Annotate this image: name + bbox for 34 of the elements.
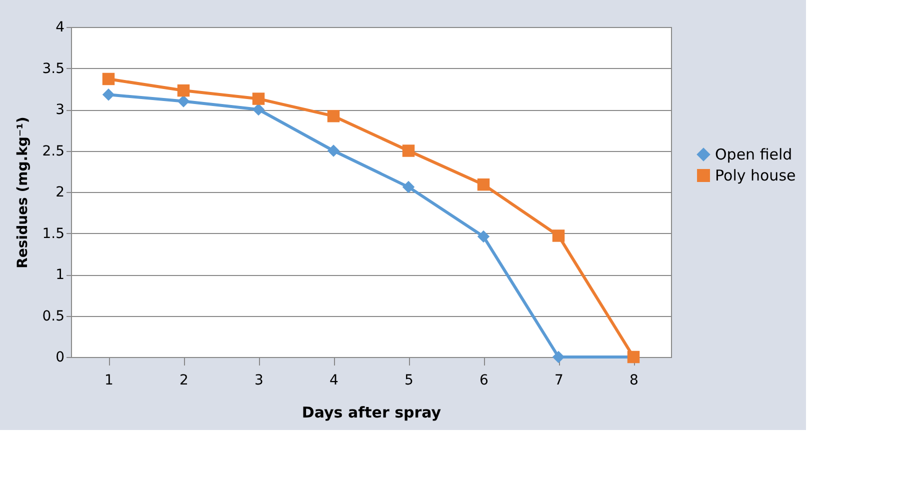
y-tick-label: 0.5 xyxy=(42,308,64,324)
x-tick-label: 6 xyxy=(480,372,489,388)
y-tick-label: 4 xyxy=(56,20,65,36)
point xyxy=(477,230,490,243)
point xyxy=(552,230,565,242)
x-tick-label: 8 xyxy=(630,372,638,388)
point xyxy=(402,180,415,194)
y-tick-label: 3 xyxy=(56,102,64,118)
point xyxy=(252,103,265,116)
legend-label: Poly house xyxy=(715,166,796,184)
legend-label: Open field xyxy=(715,146,792,164)
x-tick-label: 1 xyxy=(104,372,114,388)
x-tick-label: 5 xyxy=(404,372,414,388)
y-tick-label: 0 xyxy=(56,350,64,366)
x-tick-label: 4 xyxy=(330,372,339,388)
x-tick-label: 3 xyxy=(254,372,264,388)
y-tick-label: 2.5 xyxy=(42,143,64,160)
point xyxy=(327,110,340,122)
point xyxy=(102,72,115,86)
y-axis-title: Residues (mg.kg⁻¹) xyxy=(15,116,32,268)
y-tick-label: 1.5 xyxy=(42,226,64,242)
point xyxy=(252,92,265,105)
point xyxy=(177,95,190,108)
point xyxy=(402,144,415,157)
point xyxy=(327,144,340,157)
x-tick-label: 7 xyxy=(554,372,564,388)
point xyxy=(177,84,190,97)
point xyxy=(477,178,490,191)
x-axis-title: Days after spray xyxy=(302,404,442,422)
y-tick-label: 3.5 xyxy=(42,60,64,77)
y-tick-label: 1 xyxy=(56,267,64,283)
point xyxy=(102,88,115,101)
y-tick-label: 2 xyxy=(56,184,64,200)
x-tick-label: 2 xyxy=(180,372,188,388)
